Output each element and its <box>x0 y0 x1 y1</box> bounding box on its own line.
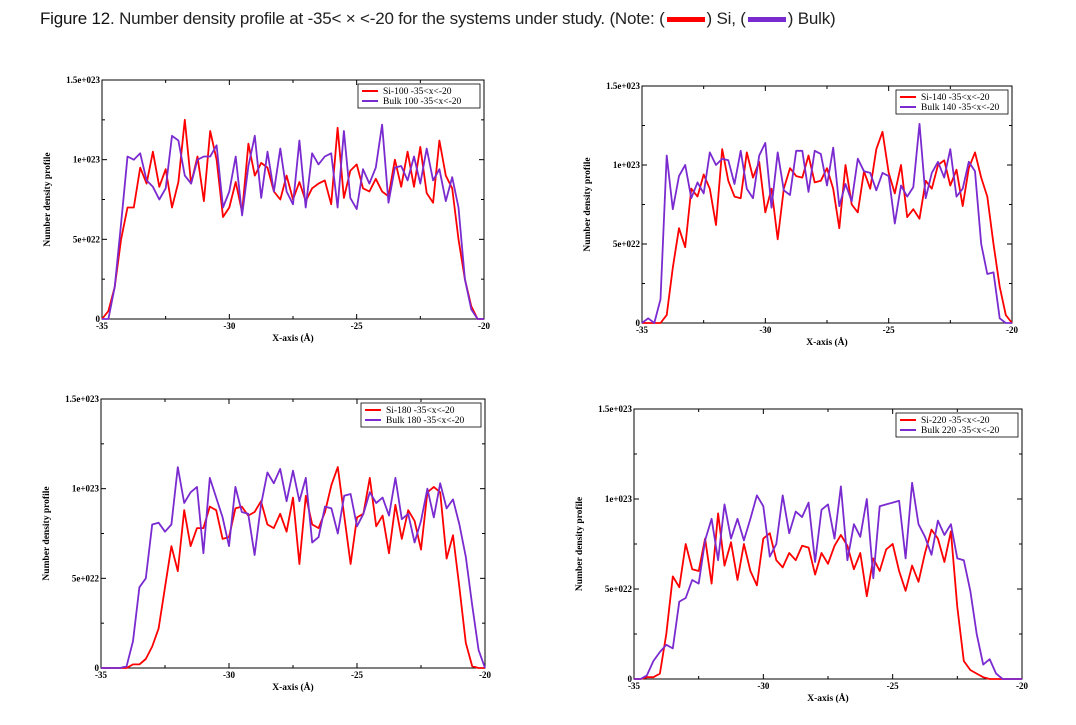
legend-label: Bulk 220 -35<x<-20 <box>921 426 1000 436</box>
chart-panel-3: -35 -30 -25 -20 0 5e+022 1e+023 1.5e+023 X-axis … <box>42 394 491 693</box>
figure-caption: Figure 12. Number density profile at -35… <box>40 9 836 29</box>
legend-box <box>357 83 481 109</box>
legend-label: Si-100 -35<x<-20 <box>383 87 452 97</box>
y-tick-label: 1.5e+023 <box>598 404 632 414</box>
x-tick-label: -20 <box>478 321 490 331</box>
caption-text: . Number density profile at -35< × <-20 … <box>110 9 665 28</box>
x-axis-title: X-axis (Å) <box>272 681 313 693</box>
y-tick-label: 0 <box>636 318 641 328</box>
plot-frame <box>641 85 1013 324</box>
y-axis-title: Number density profile <box>43 152 53 246</box>
plot-frame <box>633 408 1023 680</box>
figure-label: Figure 12 <box>40 9 111 28</box>
chart-panel-4: -35 -30 -25 -20 0 5e+022 1e+023 1.5e+023 X-axis … <box>575 404 1028 704</box>
series-line-bulk <box>634 481 1022 680</box>
x-axis-title: X-axis (Å) <box>807 692 848 704</box>
legend-box <box>895 89 1009 115</box>
caption-si-label: ) Si, ( <box>706 9 746 28</box>
x-tick-label: -25 <box>351 321 363 331</box>
x-tick-label: -35 <box>636 325 648 335</box>
y-axis-title: Number density profile <box>575 497 585 591</box>
series-line-si <box>101 466 485 669</box>
legend-label: Si-220 -35<x<-20 <box>921 416 990 426</box>
x-tick-label: -25 <box>351 670 363 680</box>
x-tick-label: -30 <box>223 321 235 331</box>
series-line-si <box>642 130 1013 324</box>
legend-box <box>360 402 482 428</box>
x-tick-label: -35 <box>628 681 640 691</box>
legend-label: Bulk 140 -35<x<-20 <box>921 103 1000 113</box>
x-tick-label: -35 <box>95 670 107 680</box>
x-axis-title: X-axis (Å) <box>272 332 313 344</box>
y-tick-label: 0 <box>628 674 633 684</box>
y-tick-label: 1.5e+023 <box>606 81 640 91</box>
y-tick-label: 1.5e+023 <box>65 394 99 404</box>
x-tick-label: -20 <box>1006 325 1018 335</box>
y-axis-title: Number density profile <box>42 486 52 580</box>
y-tick-label: 5e+022 <box>613 239 641 249</box>
caption-bulk-label: ) Bulk) <box>787 9 836 28</box>
x-tick-label: -30 <box>757 681 769 691</box>
chart-panel-2: -35 -30 -25 -20 0 5e+022 1e+023 1.5e+023 X-axis … <box>583 81 1018 348</box>
y-tick-label: 5e+022 <box>605 584 633 594</box>
legend-label: Bulk 180 -35<x<-20 <box>386 416 465 426</box>
y-tick-label: 1e+023 <box>613 160 641 170</box>
y-axis-title: Number density profile <box>583 157 593 251</box>
x-axis-title: X-axis (Å) <box>806 336 847 348</box>
y-tick-label: 0 <box>96 314 101 324</box>
y-tick-label: 5e+022 <box>73 234 101 244</box>
x-tick-label: -20 <box>479 670 491 680</box>
y-tick-label: 1e+023 <box>72 484 100 494</box>
series-line-si <box>634 512 1022 680</box>
y-tick-label: 1e+023 <box>605 494 633 504</box>
y-tick-label: 0 <box>95 663 100 673</box>
x-tick-label: -20 <box>1016 681 1028 691</box>
x-tick-label: -25 <box>883 325 895 335</box>
chart-panel-1: -35 -30 -25 -20 0 5e+022 1e+023 1.5e+023 X-axis … <box>43 75 490 344</box>
series-line-bulk <box>102 123 484 320</box>
y-tick-label: 5e+022 <box>72 573 100 583</box>
y-tick-label: 1.5e+023 <box>66 75 100 85</box>
y-tick-label: 1e+023 <box>73 155 101 165</box>
legend-label: Bulk 100 -35<x<-20 <box>383 97 462 107</box>
series-line-bulk <box>641 123 1012 324</box>
series-line-bulk <box>101 466 486 669</box>
x-tick-label: -35 <box>96 321 108 331</box>
bulk-swatch-icon <box>747 17 786 23</box>
si-swatch-icon <box>666 17 705 23</box>
legend-box <box>895 412 1019 438</box>
x-tick-label: -30 <box>759 325 771 335</box>
legend-label: Si-180 -35<x<-20 <box>386 406 455 416</box>
x-tick-label: -25 <box>887 681 899 691</box>
x-tick-label: -30 <box>223 670 235 680</box>
legend-label: Si-140 -35<x<-20 <box>921 93 990 103</box>
